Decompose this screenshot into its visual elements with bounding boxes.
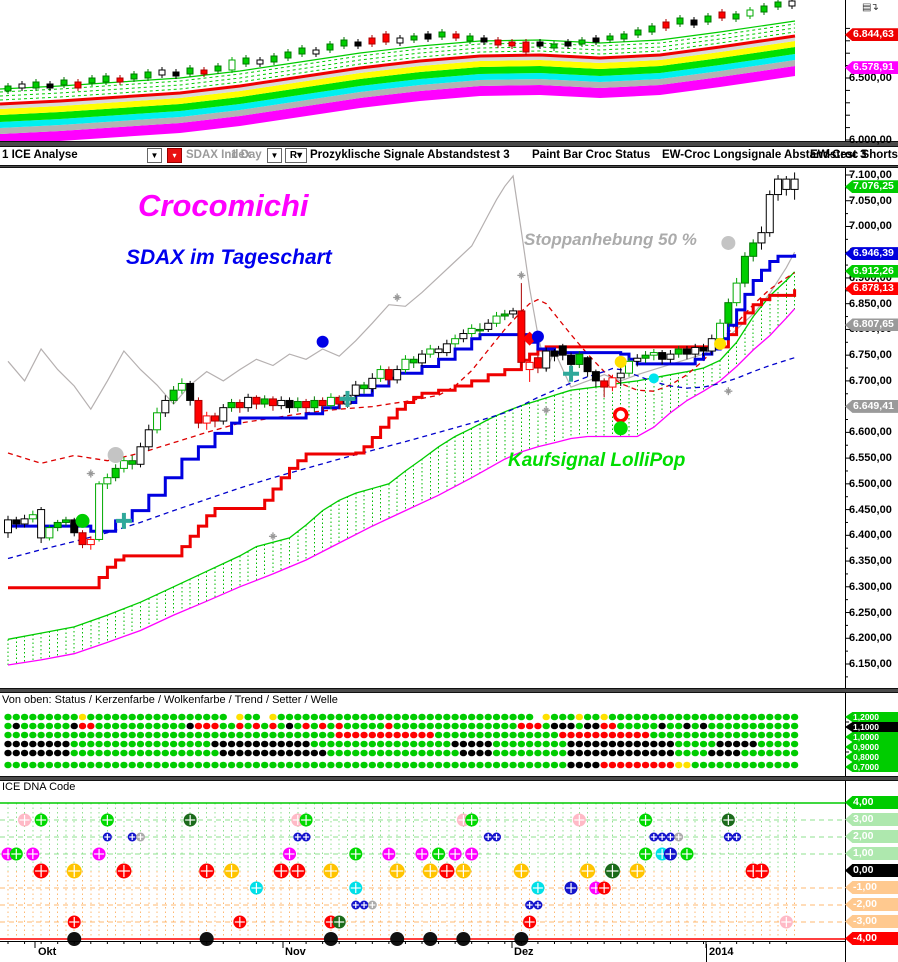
y-axis-label: 6.450,00: [849, 503, 892, 516]
dna-level-tag: -3,00: [845, 915, 898, 928]
r-button[interactable]: R▾: [285, 148, 307, 163]
status-value-tag: 1,2000: [845, 712, 898, 722]
price-tag: 6.649,41: [845, 399, 898, 413]
price-tag: 6.912,26: [845, 264, 898, 278]
dna-panel-title: ICE DNA Code: [2, 781, 76, 793]
panel-separator-4[interactable]: [0, 776, 898, 781]
price-tag: 7.076,25: [845, 180, 898, 194]
y-axis-label: 6.700,00: [849, 374, 892, 387]
chart-properties-icon[interactable]: ▤↴: [862, 2, 879, 13]
dna-code-chart: [0, 802, 845, 946]
cloud-top-line: [7, 271, 796, 640]
price-tag: 6.878,13: [845, 282, 898, 296]
y-axis-label: 6.250,00: [849, 606, 892, 619]
time-axis-label: Nov: [285, 946, 306, 958]
time-axis-label: 2014: [709, 946, 734, 958]
time-axis-label: Dez: [514, 946, 534, 958]
dna-level-tag: 4,00: [845, 796, 898, 809]
y-axis-label: 6.750,00: [849, 349, 892, 362]
analysis-dropdown-button[interactable]: ▼: [147, 148, 162, 163]
indicator-shortsignale[interactable]: EW-Croc Shortsig: [810, 149, 898, 161]
time-axis-label: Okt: [38, 946, 57, 958]
dna-level-tag: 3,00: [845, 813, 898, 826]
cloud-bottom-line: [7, 308, 796, 666]
y-axis-label: 6.600,00: [849, 426, 892, 439]
gray-indicator-line: [7, 174, 796, 411]
status-panel-legend: Von oben: Status / Kerzenfarbe / Wolkenf…: [2, 694, 338, 706]
y-axis-label: 6.850,00: [849, 297, 892, 310]
symbol-label: SDAX Index: [186, 149, 252, 161]
price-tag: 6.807,65: [845, 318, 898, 332]
chart-subtitle-annotation: SDAX im Tageschart: [126, 246, 332, 269]
y-axis-label: 6.500,00: [849, 477, 892, 490]
chart-toolbar: 1 ICE Analyse ▼ ▾ SDAX Index 1 Day ▼ R▾ …: [0, 147, 898, 165]
dna-level-tag: -4,00: [845, 932, 898, 945]
y-axis-label: 6.300,00: [849, 580, 892, 593]
panel-separator-1[interactable]: [0, 141, 898, 147]
r-button-label: R: [289, 150, 298, 161]
y-axis-label: 7.100,00: [849, 169, 892, 181]
panel-separator-2[interactable]: [0, 165, 898, 168]
year-separator-line: [706, 944, 707, 962]
indicator-paintbar[interactable]: Paint Bar Croc Status: [532, 149, 651, 161]
y-axis-label: 7.000,00: [849, 220, 892, 233]
price-tag: 6.578,91: [845, 61, 898, 75]
dna-level-tag: -1,00: [845, 881, 898, 894]
y-axis-label: 6.350,00: [849, 555, 892, 568]
y-axis-label: 6.150,00: [849, 658, 892, 670]
status-value-tag: 0,8000: [845, 752, 898, 762]
red-stop-line: [8, 289, 797, 590]
status-dot-matrix: [4, 713, 799, 769]
y-axis-label: 6.200,00: [849, 632, 892, 645]
status-value-tag: 0,7000: [845, 762, 898, 772]
dna-level-tag: -2,00: [845, 898, 898, 911]
price-tag: 6.946,39: [845, 247, 898, 261]
weekly-ribbon-chart: [0, 0, 796, 144]
period-label: 1 Day: [231, 149, 262, 161]
period-dropdown-button[interactable]: ▼: [267, 148, 282, 163]
dna-level-tag: 2,00: [845, 830, 898, 843]
price-tag: 6.844,63: [845, 28, 898, 42]
indicator-longsignale[interactable]: EW-Croc Longsignale Abstandstest 3: [662, 149, 867, 161]
indicator-prozyklische[interactable]: Prozyklische Signale Abstandstest 3: [310, 149, 510, 161]
y-axis-label: 7.050,00: [849, 194, 892, 207]
stop-raise-annotation: Stoppanhebung 50 %: [524, 230, 697, 249]
panel-separator-3[interactable]: [0, 688, 898, 693]
y-axis-label: 6.400,00: [849, 529, 892, 542]
status-value-tag: 1,0000: [845, 732, 898, 742]
buy-signal-annotation: Kaufsignal LolliPop: [508, 450, 686, 471]
dna-level-tag: 0,00: [845, 864, 898, 877]
instrument-icon[interactable]: ▾: [167, 148, 182, 163]
y-axis-label: 6.000,00: [849, 134, 892, 146]
main-candlestick-chart: [4, 172, 799, 666]
analysis-title: 1 ICE Analyse: [2, 149, 78, 161]
dna-level-tag: 1,00: [845, 847, 898, 860]
chart-title-annotation: Crocomichi: [138, 188, 309, 223]
dashed-red-ma-line: [7, 272, 795, 464]
y-axis-label: 6.500,00: [849, 72, 892, 84]
status-value-tag: 0,9000: [845, 742, 898, 752]
status-value-tag: 1,1000: [845, 722, 898, 732]
blue-trend-line: [8, 254, 797, 533]
y-axis-label: 6.550,00: [849, 452, 892, 465]
